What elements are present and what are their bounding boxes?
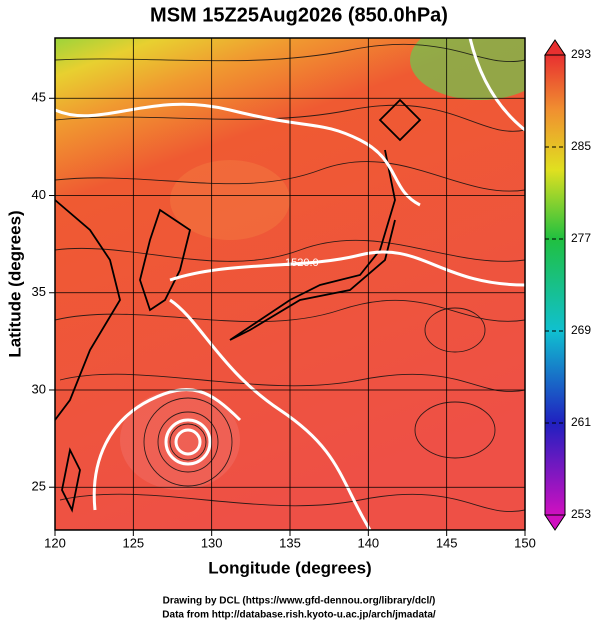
- colorbar-tick-label: 293: [571, 47, 591, 61]
- x-tick-label: 130: [201, 535, 223, 550]
- y-tick-label: 40: [32, 187, 46, 202]
- footer-line: Data from http://database.rish.kyoto-u.a…: [162, 610, 436, 621]
- colorbar-top-extend: [544, 39, 566, 56]
- x-tick-label: 145: [436, 535, 458, 550]
- x-tick-label: 140: [357, 535, 379, 550]
- colorbar-tick-label: 285: [571, 139, 591, 153]
- x-tick-label: 120: [44, 535, 66, 550]
- footer-line: Drawing by DCL (https://www.gfd-dennou.o…: [163, 596, 436, 607]
- y-tick-label: 30: [32, 381, 46, 396]
- colorbar-tick-label: 261: [571, 415, 591, 429]
- contour-label: 1520.0: [285, 257, 319, 269]
- plot-frame: [54, 37, 526, 531]
- y-axis-label: Latitude (degrees): [5, 210, 24, 357]
- colorbar-bottom-extend: [544, 514, 566, 531]
- title: MSM 15Z25Aug2026 (850.0hPa): [150, 4, 448, 26]
- x-tick-label: 150: [514, 535, 536, 550]
- x-tick-label: 135: [279, 535, 301, 550]
- colorbar-tick-label: 253: [571, 507, 591, 521]
- colorbar-tick-label: 277: [571, 231, 591, 245]
- y-tick-label: 45: [32, 90, 46, 105]
- colorbar: [544, 54, 566, 516]
- x-axis-label: Longitude (degrees): [208, 558, 371, 577]
- y-tick-label: 25: [32, 479, 46, 494]
- y-tick-label: 35: [32, 284, 46, 299]
- x-tick-label: 125: [122, 535, 144, 550]
- colorbar-tick-label: 269: [571, 323, 591, 337]
- map-field: 1520.0: [55, 38, 525, 530]
